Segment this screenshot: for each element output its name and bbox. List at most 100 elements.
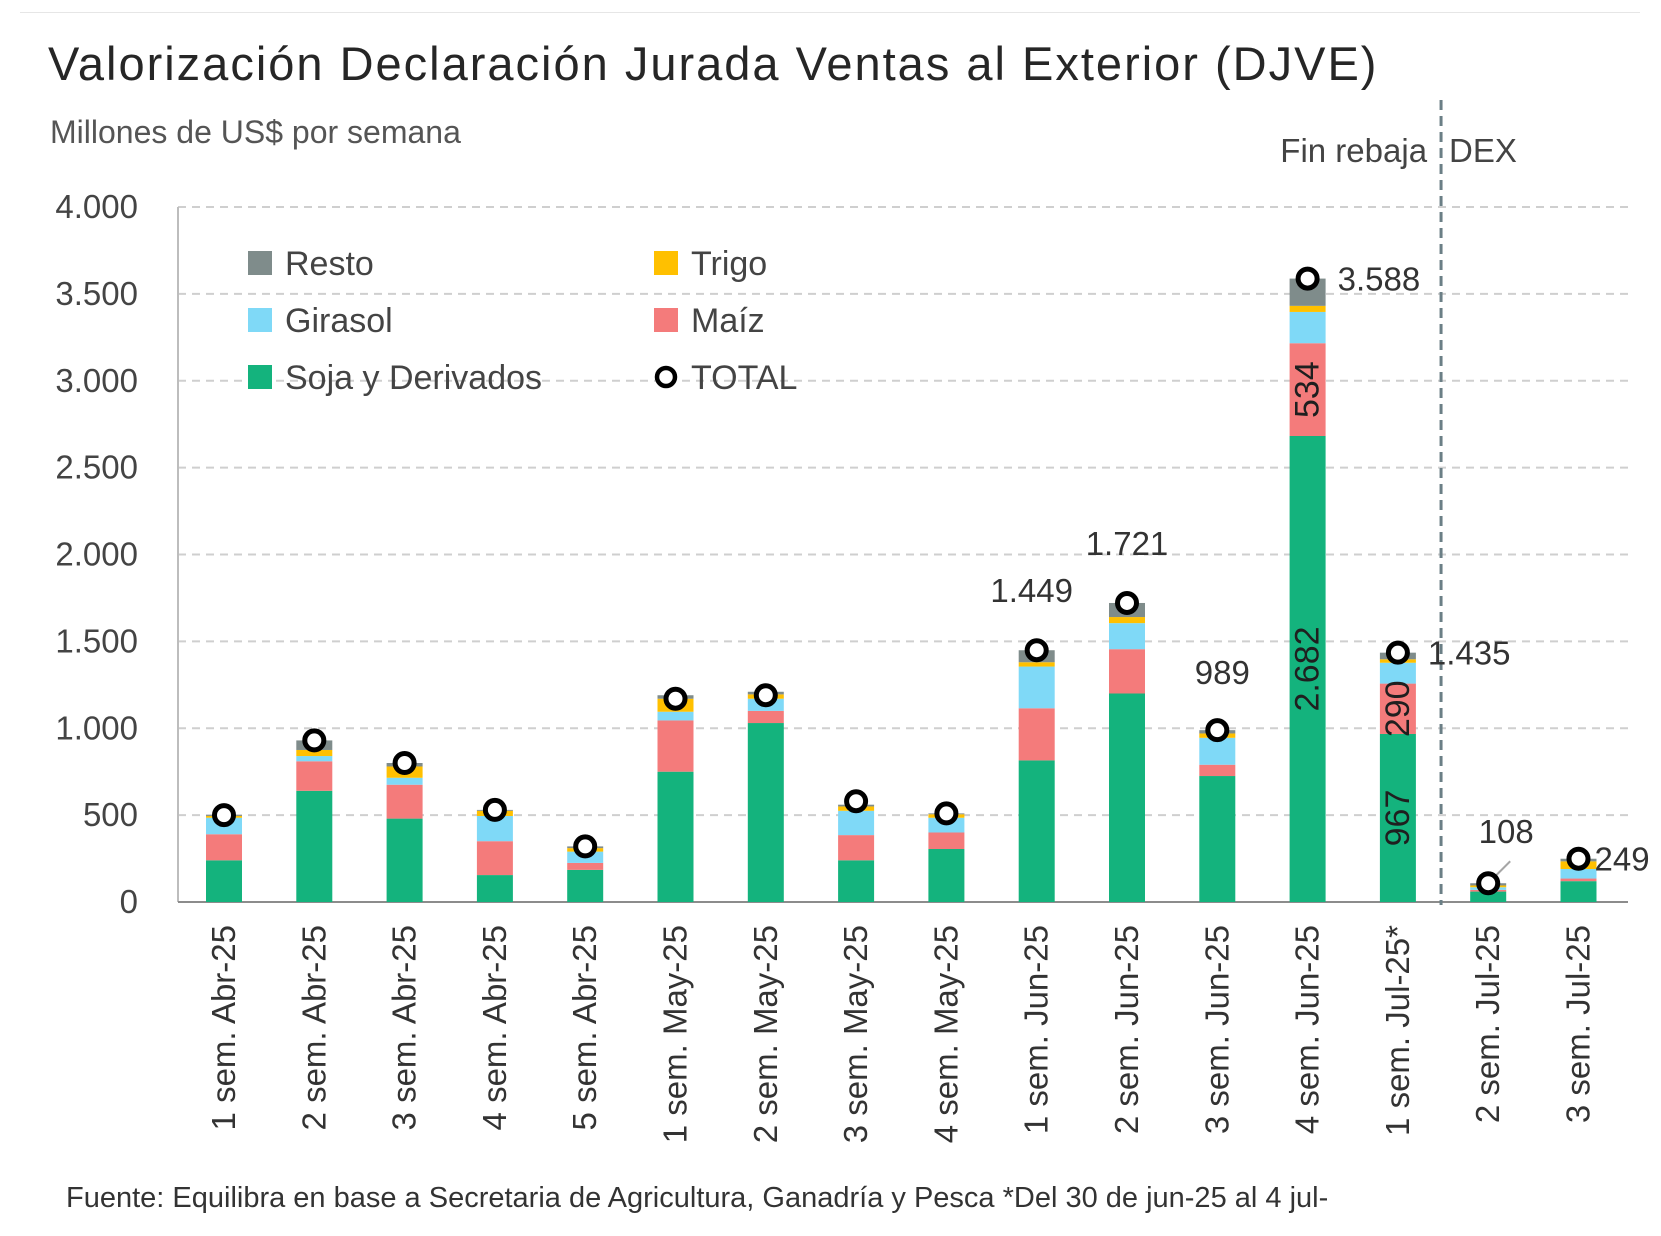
total-data-label: 1.721 — [1086, 525, 1169, 562]
source-note: Fuente: Equilibra en base a Secretaria d… — [66, 1182, 1329, 1214]
x-tick-label: 3 sem. Jun-25 — [1198, 925, 1235, 1134]
x-tick-label: 2 sem. May-25 — [747, 925, 784, 1143]
y-tick-label: 500 — [83, 796, 138, 833]
x-tick-label: 2 sem. Jun-25 — [1108, 925, 1145, 1134]
x-tick-label: 1 sem. Jul-25* — [1379, 925, 1416, 1136]
legend-marker-resto — [248, 251, 272, 275]
bar-girasol — [657, 711, 694, 721]
total-marker — [844, 789, 869, 814]
x-tick-label: 1 sem. Abr-25 — [205, 925, 242, 1130]
total-data-label: 249 — [1595, 841, 1650, 878]
legend-label-girasol: Girasol — [285, 302, 393, 340]
total-marker — [1024, 638, 1049, 663]
total-marker — [1476, 871, 1501, 896]
bar-soja-y-derivados — [1289, 436, 1326, 902]
x-tick-label: 1 sem. May-25 — [657, 925, 694, 1143]
bar-maiz — [1018, 708, 1055, 761]
x-tick-label: 2 sem. Jul-25 — [1469, 925, 1506, 1123]
y-tick-label: 2.000 — [55, 536, 138, 573]
total-data-label: 1.435 — [1428, 635, 1511, 672]
total-marker — [1566, 846, 1591, 871]
total-marker — [302, 728, 327, 753]
legend-marker-maiz — [654, 308, 678, 332]
total-marker — [482, 797, 507, 822]
legend-label-total: TOTAL — [691, 359, 797, 397]
y-tick-label: 0 — [120, 883, 138, 920]
bar-maiz — [928, 832, 965, 850]
bar-soja-y-derivados — [206, 860, 242, 902]
bar-girasol — [1199, 737, 1236, 765]
bar-girasol — [386, 777, 423, 785]
total-marker — [1115, 590, 1139, 615]
bar-girasol — [838, 810, 875, 836]
total-marker — [663, 686, 688, 711]
total-marker — [573, 834, 598, 859]
bar-girasol — [1379, 662, 1416, 684]
legend-marker-soja-y-derivados — [248, 365, 272, 389]
y-tick-label: 3.500 — [55, 275, 138, 312]
bar-soja-y-derivados — [747, 723, 784, 902]
bar-maiz — [838, 835, 875, 861]
y-tick-label: 2.500 — [55, 449, 138, 486]
bar-maiz — [206, 834, 242, 861]
legend-marker-girasol — [248, 308, 272, 332]
y-tick-label: 1.000 — [55, 709, 138, 746]
bar-soja-y-derivados — [296, 790, 333, 902]
total-marker — [1295, 266, 1320, 291]
bar-trigo — [1018, 662, 1055, 667]
total-data-label: 3.588 — [1338, 261, 1421, 298]
legend-marker-trigo — [654, 251, 678, 275]
x-tick-label: 3 sem. May-25 — [837, 925, 874, 1143]
segment-data-label: 967 — [1379, 790, 1417, 847]
bar-maiz — [296, 761, 333, 791]
bar-girasol — [1560, 868, 1597, 879]
total-marker — [1205, 718, 1230, 743]
total-data-label: 1.449 — [990, 572, 1073, 609]
x-tick-label: 5 sem. Abr-25 — [566, 925, 603, 1130]
bar-girasol — [1109, 623, 1145, 650]
bar-soja-y-derivados — [1199, 776, 1236, 902]
bar-maiz — [657, 720, 694, 772]
bar-soja-y-derivados — [1560, 881, 1597, 902]
legend-label-resto: Resto — [285, 245, 374, 283]
bar-soja-y-derivados — [1109, 693, 1145, 902]
legend-marker-total — [654, 365, 678, 389]
top-border — [20, 12, 1640, 13]
legend-label-maiz: Maíz — [691, 302, 765, 340]
segment-data-label: 534 — [1289, 361, 1327, 418]
bar-maiz — [1560, 878, 1597, 882]
bar-soja-y-derivados — [1470, 891, 1507, 902]
x-tick-label: 3 sem. Abr-25 — [386, 925, 423, 1130]
annotation-left-text: Fin rebaja — [1280, 132, 1427, 169]
bar-maiz — [386, 784, 423, 819]
bar-maiz — [1199, 764, 1236, 777]
bar-trigo — [1289, 305, 1326, 312]
bar-maiz — [1289, 343, 1326, 437]
segment-data-label: 2.682 — [1289, 626, 1327, 711]
x-tick-label: 4 sem. May-25 — [927, 925, 964, 1143]
x-tick-label: 4 sem. Abr-25 — [476, 925, 513, 1130]
y-tick-label: 1.500 — [55, 622, 138, 659]
x-tick-label: 3 sem. Jul-25 — [1560, 925, 1597, 1123]
bar-soja-y-derivados — [657, 771, 694, 902]
chart-subtitle: Millones de US$ por semana — [50, 114, 461, 150]
bar-maiz — [476, 841, 513, 876]
total-marker — [934, 801, 959, 826]
x-tick-label: 1 sem. Jun-25 — [1018, 925, 1055, 1134]
legend-label-trigo: Trigo — [691, 245, 767, 283]
bar-soja-y-derivados — [838, 860, 875, 902]
bar-maiz — [747, 710, 784, 724]
segment-data-label: 290 — [1379, 680, 1417, 737]
bar-girasol — [1018, 666, 1055, 709]
bar-soja-y-derivados — [928, 849, 965, 902]
total-marker — [392, 751, 417, 775]
legend-label-soja-y-derivados: Soja y Derivados — [285, 359, 542, 397]
bar-soja-y-derivados — [476, 875, 513, 902]
bar-trigo — [296, 749, 333, 757]
x-tick-label: 4 sem. Jun-25 — [1289, 925, 1326, 1134]
annotation-right-text: DEX — [1449, 132, 1517, 169]
bar-soja-y-derivados — [1379, 733, 1416, 902]
bar-maiz — [1379, 683, 1416, 734]
bar-maiz — [1109, 649, 1145, 694]
